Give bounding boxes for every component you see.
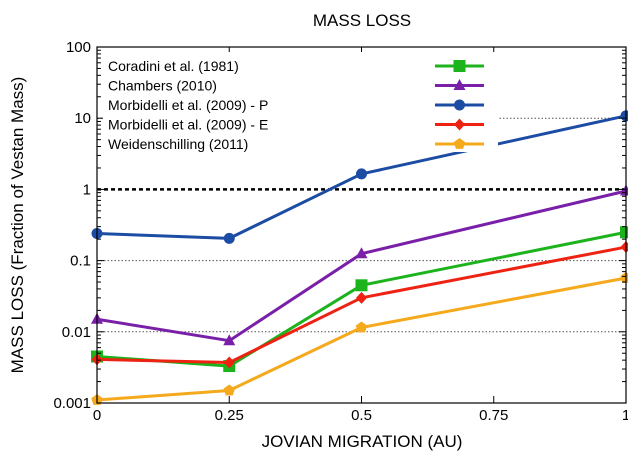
legend-label: Morbidelli et al. (2009) - P — [108, 97, 268, 113]
data-point — [453, 79, 466, 90]
data-point — [620, 241, 628, 254]
x-tick-label: 0 — [93, 407, 101, 424]
legend-label: Weidenschilling (2011) — [108, 136, 248, 152]
legend-label: Coradini et al. (1981) — [108, 58, 239, 74]
x-tick-label: 0.25 — [215, 407, 244, 424]
series — [91, 271, 628, 405]
data-point — [356, 291, 367, 304]
data-point — [355, 321, 368, 333]
series-line — [96, 245, 627, 365]
chart-title: MASS LOSS — [313, 11, 411, 30]
data-point — [620, 184, 628, 196]
axis-ticks: 0.001 0.01 0.1 1 10 100 0 0.25 0.5 0.75 1 — [53, 39, 628, 424]
y-axis-label: MASS LOSS (Fraction of Vestan Mass) — [8, 77, 27, 374]
legend-label: Morbidelli et al. (2009) - E — [108, 117, 268, 133]
data-point — [355, 279, 368, 292]
series-line — [96, 276, 627, 402]
x-axis-label: JOVIAN MIGRATION (AU) — [262, 432, 463, 451]
data-point — [620, 226, 628, 239]
data-point — [356, 168, 367, 180]
x-tick-label: 0.5 — [351, 407, 372, 424]
data-point — [620, 271, 628, 283]
data-point — [453, 60, 466, 72]
data-point — [453, 138, 466, 149]
y-tick-label: 0.001 — [53, 395, 91, 412]
legend-background — [103, 52, 498, 152]
y-tick-label: 0.1 — [70, 253, 91, 270]
x-tick-label: 1 — [622, 407, 628, 424]
data-point — [620, 110, 628, 122]
data-point — [454, 99, 465, 111]
data-point — [223, 356, 235, 369]
data-point — [223, 334, 236, 346]
y-tick-label: 1 — [83, 181, 91, 198]
y-tick-label: 10 — [74, 110, 91, 127]
series — [91, 184, 628, 346]
data-point — [454, 118, 465, 131]
series-line — [96, 189, 627, 343]
data-series — [91, 110, 628, 405]
y-tick-label: 0.01 — [62, 324, 91, 341]
x-tick-label: 0.75 — [479, 407, 508, 424]
data-point — [223, 384, 235, 396]
legend-label: Chambers (2010) — [108, 78, 217, 94]
y-tick-label: 100 — [66, 39, 91, 56]
legend: Coradini et al. (1981) Chambers (2010) Mor… — [103, 52, 498, 152]
data-point — [223, 232, 235, 244]
data-point — [355, 247, 368, 259]
